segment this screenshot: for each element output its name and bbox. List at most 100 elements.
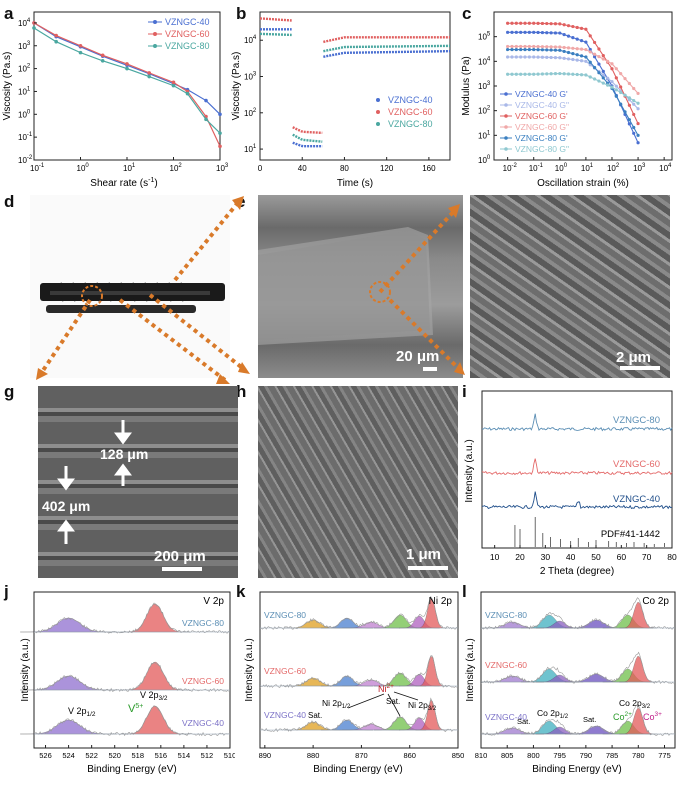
chart-c-point <box>632 112 636 117</box>
l-series-40: VZNGC-40 <box>485 712 527 722</box>
chart-c-point <box>536 44 540 49</box>
chart-c-point <box>597 62 601 66</box>
chart-b-xtick: 160 <box>422 164 436 173</box>
chart-c-point <box>562 23 566 27</box>
chart-c-point <box>566 50 571 55</box>
chart-c-point <box>523 72 527 76</box>
chart-c-point <box>575 37 579 41</box>
chart-a-point <box>78 50 83 55</box>
xps-xtick: 780 <box>632 751 645 760</box>
chart-c-point <box>532 72 536 76</box>
chart-c-point <box>562 45 566 50</box>
panel-label-g: g <box>4 382 15 401</box>
chart-a-point <box>171 80 176 85</box>
chart-a-ytick: 10-2 <box>18 155 33 165</box>
chart-c-point <box>597 55 601 59</box>
chart-c-point <box>523 30 527 34</box>
chart-c-ytick: 103 <box>478 81 491 91</box>
chart-c-point <box>523 21 527 25</box>
xps-xtick: 890 <box>259 751 272 760</box>
chart-c-point <box>579 73 584 77</box>
chart-a-point <box>204 117 208 122</box>
chart-b-line-2 <box>292 133 323 143</box>
chart-c-legend-0: VZNGC-40 G' <box>515 89 568 99</box>
chart-c-point <box>553 22 558 26</box>
chart-b: VZNGC-40 VZNGC-60 VZNGC-80 0 40 80 120 160 1… <box>231 11 451 189</box>
scalebar-g <box>162 567 202 571</box>
chart-a-point <box>125 66 129 71</box>
xrd-pattern-1 <box>481 458 673 476</box>
xps-xtick: 514 <box>178 751 191 760</box>
xps-peak <box>520 614 578 629</box>
chart-b-ytick: 104 <box>244 35 257 45</box>
chart-b-line-1 <box>323 36 450 44</box>
chart-a-legend-2: VZNGC-60 <box>165 29 210 39</box>
chart-c-legend-2: VZNGC-60 G' <box>515 111 568 121</box>
xrd-label-60: VZNGC-60 <box>613 459 660 470</box>
chart-c-xtick: 102 <box>607 163 620 173</box>
chart-i-xtick: 50 <box>591 552 601 562</box>
chart-b-legend-3: VZNGC-80 <box>388 119 433 129</box>
chart-c: VZNGC-40 G'VZNGC-40 G"VZNGC-60 G'VZNGC-6… <box>461 11 673 189</box>
chart-c-point <box>532 55 536 59</box>
chart-a-point <box>147 74 151 79</box>
chart-c-xtick: 103 <box>633 163 646 173</box>
chart-k-xps: Ni 2p VZNGC-80 VZNGC-60 VZNGC-40 Sat. Sa… <box>244 591 465 775</box>
chart-c-point <box>506 21 510 25</box>
chart-c-point <box>592 55 597 59</box>
chart-c-xtick: 101 <box>581 163 594 173</box>
j-series-80: VZNGC-80 <box>182 618 224 628</box>
chart-c-point <box>558 45 562 49</box>
chart-c-point <box>588 50 592 54</box>
chart-c-point <box>566 24 571 28</box>
chart-c-point <box>636 133 640 137</box>
chart-b-line-2 <box>323 44 451 53</box>
chart-c-point <box>632 86 636 91</box>
xps-xtick: 790 <box>580 751 593 760</box>
chart-c-point <box>592 40 597 45</box>
panel-label-j: j <box>4 582 9 601</box>
chart-i-xtick: 80 <box>667 552 677 562</box>
chart-c-xtick: 10-2 <box>503 163 518 173</box>
chart-c-point <box>562 49 566 54</box>
chart-a-point <box>100 58 105 63</box>
chart-c-point <box>627 96 631 100</box>
chart-c-point <box>584 73 588 77</box>
chart-a-point <box>125 62 129 66</box>
chart-c-point <box>588 75 592 79</box>
chart-k-ylabel: Intensity (a.u.) <box>244 638 255 701</box>
chart-a-legend: VZNGC-40 VZNGC-60 VZNGC-80 <box>148 17 210 51</box>
chart-b-legend-1: VZNGC-40 <box>388 95 433 105</box>
chart-c-point <box>553 48 558 52</box>
xps-peak <box>120 661 190 691</box>
chart-c-point <box>579 47 584 51</box>
chart-c-point <box>584 55 588 59</box>
chart-c-point <box>506 30 510 34</box>
chart-c-point <box>506 55 510 59</box>
chart-c-point <box>527 44 531 49</box>
chart-b-line-1 <box>259 17 292 22</box>
k-ann-ni2: Ni2+ <box>378 683 394 694</box>
chart-b-legend: VZNGC-40 VZNGC-60 VZNGC-80 <box>376 95 433 129</box>
chart-a-line-0 <box>33 22 221 115</box>
xps-xtick: 880 <box>307 751 320 760</box>
chart-c-point <box>506 72 510 76</box>
chart-c-point <box>632 131 636 135</box>
chart-c-point <box>566 46 571 50</box>
chart-a-ytick: 10-1 <box>18 132 33 142</box>
chart-c-point <box>549 22 553 26</box>
chart-c-point <box>540 21 545 26</box>
chart-c-point <box>558 31 562 35</box>
j-ann-v2p32: V 2p3/2 <box>140 690 168 702</box>
k-ann-ni12: Ni 2p1/2 <box>322 698 351 710</box>
chart-c-point <box>532 44 536 49</box>
chart-i-xlabel: 2 Theta (degree) <box>540 566 614 577</box>
xps-xtick: 795 <box>553 751 566 760</box>
chart-b-xtick: 120 <box>380 164 394 173</box>
dimension-label-402: 402 μm <box>42 498 91 514</box>
xps-xtick: 850 <box>452 751 465 760</box>
panel-label-h: h <box>236 382 247 401</box>
scalebar-h-label: 1 μm <box>406 546 442 563</box>
chart-c-point <box>558 22 562 26</box>
chart-c-point <box>627 122 631 126</box>
